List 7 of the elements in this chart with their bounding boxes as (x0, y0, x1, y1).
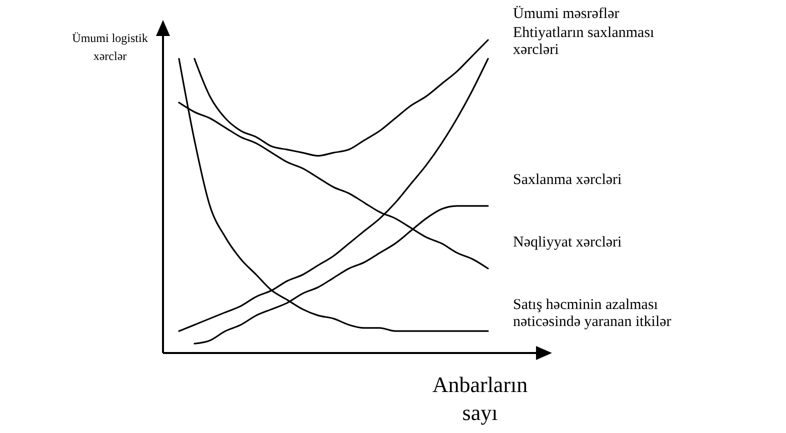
y-axis-title: Ümumi logistik xərclər (72, 31, 148, 63)
text: Saxlanma xərcləri (513, 172, 622, 188)
x-axis-title: Anbarların sayı (432, 372, 528, 425)
text: Ümumi məsrəflər (513, 5, 620, 22)
series-label: Ehtiyatların saxlanması xərcləri (513, 24, 654, 58)
series-label: Satış həcminin azalması nəticəsində yaranan itkilər (513, 297, 672, 330)
text: Nəqliyyat xərcləri (513, 234, 622, 250)
